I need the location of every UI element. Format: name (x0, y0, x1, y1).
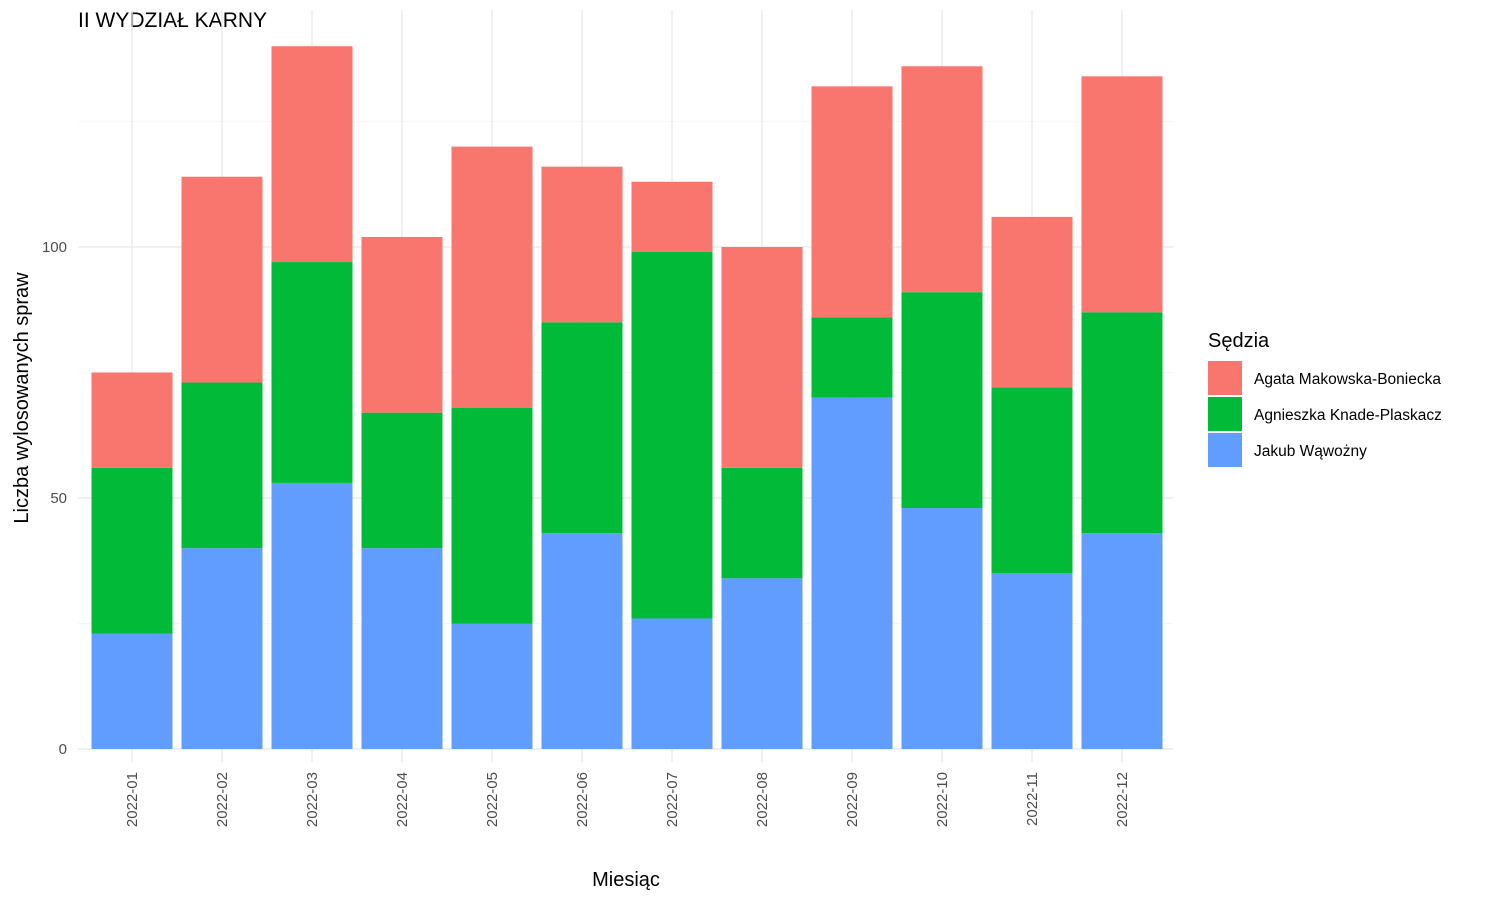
x-tick-label: 2022-12 (1114, 772, 1131, 827)
bar-segment (541, 166, 623, 323)
bar-segment (91, 372, 173, 468)
bar-segment (631, 618, 713, 749)
bar-segment (91, 633, 173, 749)
bar-segment (181, 176, 263, 383)
bar-segment (991, 216, 1073, 388)
legend-label: Jakub Wąwożny (1254, 443, 1367, 460)
legend-label: Agnieszka Knade-Plaskacz (1254, 407, 1442, 424)
bar-segment (271, 46, 353, 263)
bar-segment (361, 412, 443, 549)
bar-segment (721, 247, 803, 468)
x-tick-label: 2022-06 (574, 772, 591, 827)
bar-segment (901, 292, 983, 509)
x-tick-label: 2022-01 (124, 772, 141, 827)
x-axis-title: Miesiąc (592, 869, 660, 891)
y-tick-label: 100 (42, 239, 67, 256)
y-tick-label: 0 (59, 741, 67, 758)
legend-label: Agata Makowska-Boniecka (1254, 371, 1441, 388)
y-tick-label: 50 (50, 490, 67, 507)
x-tick-label: 2022-08 (754, 772, 771, 827)
x-tick-label: 2022-07 (664, 772, 681, 827)
legend-swatch (1208, 433, 1242, 467)
x-axis-ticks: 2022-01 2022-02 2022-03 2022-04 2022-05 2022-… (124, 772, 1131, 827)
bar-segment (271, 482, 353, 749)
chart-title: II WYDZIAŁ KARNY (78, 9, 267, 32)
x-tick-label: 2022-11 (1024, 772, 1041, 826)
x-tick-label: 2022-04 (394, 772, 411, 827)
bar-segment (451, 623, 533, 749)
bar-segment (901, 66, 983, 293)
y-axis-title: Liczba wylosowanych spraw (11, 272, 33, 524)
bar-segment (631, 181, 713, 253)
bar-segment (811, 86, 893, 318)
bar-segment (991, 387, 1073, 574)
bar-segment (181, 382, 263, 549)
bar-segment (181, 548, 263, 749)
bar-segment (361, 548, 443, 749)
x-tick-label: 2022-09 (844, 772, 861, 827)
legend-title: Sędzia (1208, 330, 1270, 352)
bar-segment (721, 467, 803, 579)
x-tick-label: 2022-02 (214, 772, 231, 827)
bar-segment (811, 397, 893, 749)
bar-segment (361, 236, 443, 413)
bar-segment (541, 533, 623, 749)
bar-segment (271, 262, 353, 483)
legend: Sędzia Agata Makowska-Boniecka Agnieszka … (1208, 330, 1442, 467)
bar-segment (991, 573, 1073, 749)
bar-segment (1081, 533, 1163, 749)
bar-segment (1081, 76, 1163, 313)
bar-segment (91, 467, 173, 634)
bar-segment (541, 322, 623, 534)
bar-segment (811, 317, 893, 398)
legend-swatch (1208, 397, 1242, 431)
bar-segment (901, 508, 983, 749)
bar-segment (631, 252, 713, 619)
x-tick-label: 2022-03 (304, 772, 321, 827)
y-axis-ticks: 0 50 100 (42, 239, 67, 758)
bar-segment (721, 578, 803, 749)
bars (91, 46, 1163, 749)
x-tick-label: 2022-05 (484, 772, 501, 827)
x-tick-label: 2022-10 (934, 772, 951, 827)
legend-swatch (1208, 361, 1242, 395)
bar-segment (1081, 312, 1163, 534)
bar-segment (451, 146, 533, 408)
bar-segment (451, 407, 533, 624)
